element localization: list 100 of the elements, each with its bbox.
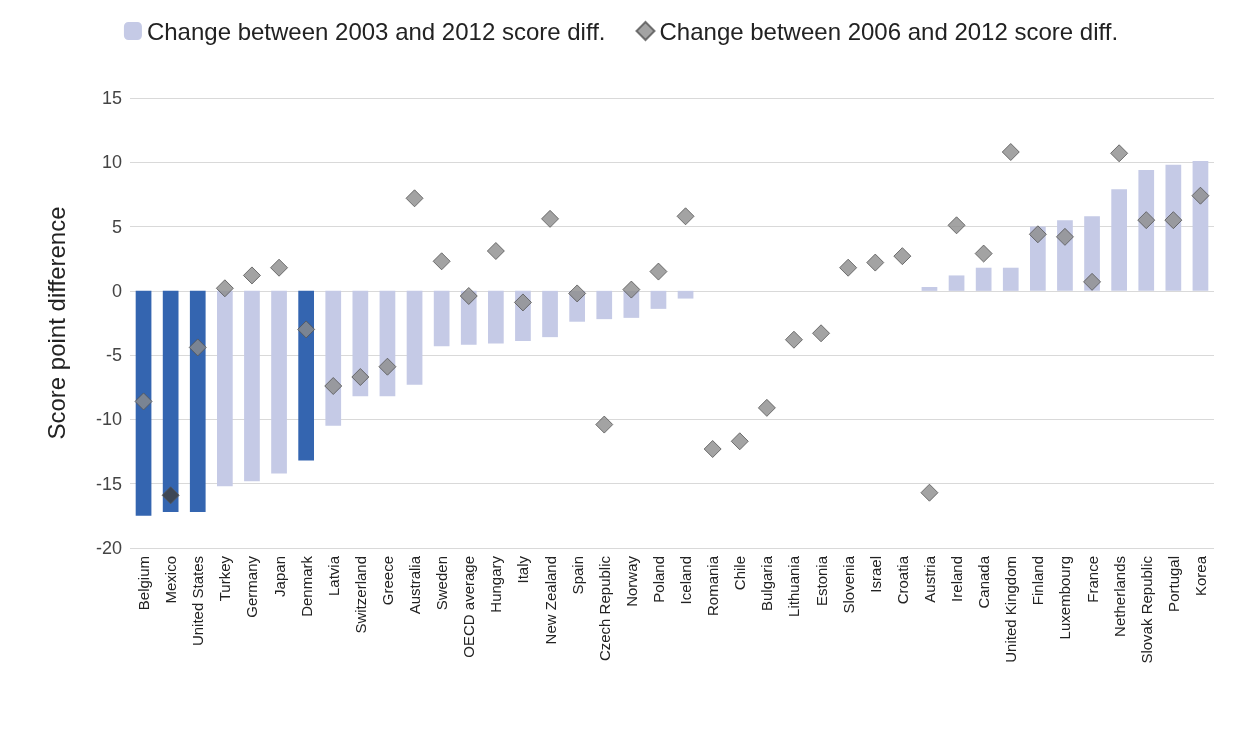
point xyxy=(974,244,993,263)
y-tick-label: 15 xyxy=(101,88,122,108)
x-tick-label: United States xyxy=(189,556,207,647)
point xyxy=(188,338,207,357)
y-tick-label: 5 xyxy=(111,216,122,237)
bar xyxy=(1111,189,1128,291)
x-tick-label: Italy xyxy=(514,555,532,584)
point xyxy=(757,398,776,417)
point xyxy=(405,189,424,208)
x-tick-label: Denmark xyxy=(297,555,315,617)
point xyxy=(920,483,939,502)
bar xyxy=(216,290,233,487)
bar xyxy=(298,290,315,461)
x-tick-label: Croatia xyxy=(893,555,911,605)
x-tick-label: Netherlands xyxy=(1110,556,1128,637)
point xyxy=(703,440,722,458)
x-tick-label: Romania xyxy=(704,555,722,617)
point xyxy=(1083,272,1102,291)
bar xyxy=(596,290,613,320)
point xyxy=(351,368,370,386)
bar xyxy=(1165,164,1182,291)
bar xyxy=(433,290,450,347)
x-tick-label: Belgium xyxy=(135,556,153,611)
bar xyxy=(135,290,152,516)
point xyxy=(459,287,478,305)
point xyxy=(378,357,397,376)
x-tick-label: Israel xyxy=(866,556,884,593)
point xyxy=(1001,143,1020,161)
bar xyxy=(650,290,667,309)
y-tick-label: 0 xyxy=(111,280,122,301)
bar xyxy=(948,275,965,291)
point xyxy=(513,293,532,312)
y-tick-label: -5 xyxy=(105,345,122,366)
legend-label: Change between 2006 and 2012 score diff. xyxy=(659,17,1119,45)
point xyxy=(1137,211,1156,230)
point xyxy=(541,209,560,228)
bar xyxy=(921,287,938,291)
x-tick-label: Hungary xyxy=(487,555,505,613)
x-tick-label: Germany xyxy=(243,555,261,618)
point xyxy=(839,258,858,277)
bar xyxy=(325,290,342,426)
x-tick-label: Bulgaria xyxy=(758,555,776,612)
x-tick-label: France xyxy=(1083,556,1101,603)
bar xyxy=(162,290,179,512)
y-tick-label: -15 xyxy=(95,473,122,494)
x-tick-label: Japan xyxy=(270,556,288,597)
x-tick-label: Lithuania xyxy=(785,555,803,617)
x-tick-label: OECD average xyxy=(460,556,478,658)
bar xyxy=(1138,170,1155,291)
point xyxy=(676,207,695,226)
x-tick-label: Canada xyxy=(975,555,993,609)
point xyxy=(324,377,343,395)
x-tick-label: Sweden xyxy=(433,556,451,611)
x-tick-label: Ireland xyxy=(948,556,966,602)
bar xyxy=(975,267,992,291)
x-tick-label: Norway xyxy=(622,555,640,607)
x-tick-label: Spain xyxy=(568,556,586,595)
y-tick-label: 10 xyxy=(101,152,122,173)
point xyxy=(1055,227,1074,246)
point xyxy=(215,279,234,298)
bar xyxy=(1002,267,1019,291)
point xyxy=(486,242,505,260)
x-tick-label: Australia xyxy=(406,555,424,615)
x-tick-label: Greece xyxy=(378,556,396,606)
x-tick-label: United Kingdom xyxy=(1002,556,1020,663)
point xyxy=(1110,144,1129,163)
x-tick-label: Slovak Republic xyxy=(1137,555,1155,664)
point xyxy=(866,253,885,272)
point xyxy=(649,262,668,281)
x-tick-label: Korea xyxy=(1191,555,1209,597)
bar xyxy=(406,290,423,385)
x-tick-label: Portugal xyxy=(1164,556,1182,612)
point xyxy=(784,330,803,349)
x-tick-label: Iceland xyxy=(677,556,695,605)
point xyxy=(134,392,153,411)
bar xyxy=(244,290,260,482)
x-tick-label: Chile xyxy=(731,556,749,591)
y-tick-label: -10 xyxy=(95,409,122,430)
bar xyxy=(487,290,504,344)
x-tick-label: Finland xyxy=(1029,556,1047,606)
point xyxy=(1028,225,1047,244)
point xyxy=(595,415,614,434)
x-tick-label: Czech Republic xyxy=(595,555,613,662)
bar xyxy=(542,290,558,338)
x-tick-label: New Zealand xyxy=(541,556,559,645)
point xyxy=(893,247,912,266)
bar xyxy=(189,290,206,512)
bar xyxy=(677,290,694,299)
x-tick-label: Poland xyxy=(649,556,667,603)
x-tick-label: Switzerland xyxy=(351,556,369,634)
point xyxy=(622,280,641,299)
x-tick-label: Latvia xyxy=(324,555,342,597)
point xyxy=(947,216,966,235)
x-tick-label: Turkey xyxy=(216,555,234,602)
point xyxy=(730,432,749,451)
x-tick-label: Mexico xyxy=(162,556,180,604)
x-tick-label: Austria xyxy=(920,555,938,603)
legend-label: Change between 2003 and 2012 score diff. xyxy=(146,17,606,45)
point xyxy=(242,266,261,285)
y-axis-title: Score point difference xyxy=(42,206,70,440)
